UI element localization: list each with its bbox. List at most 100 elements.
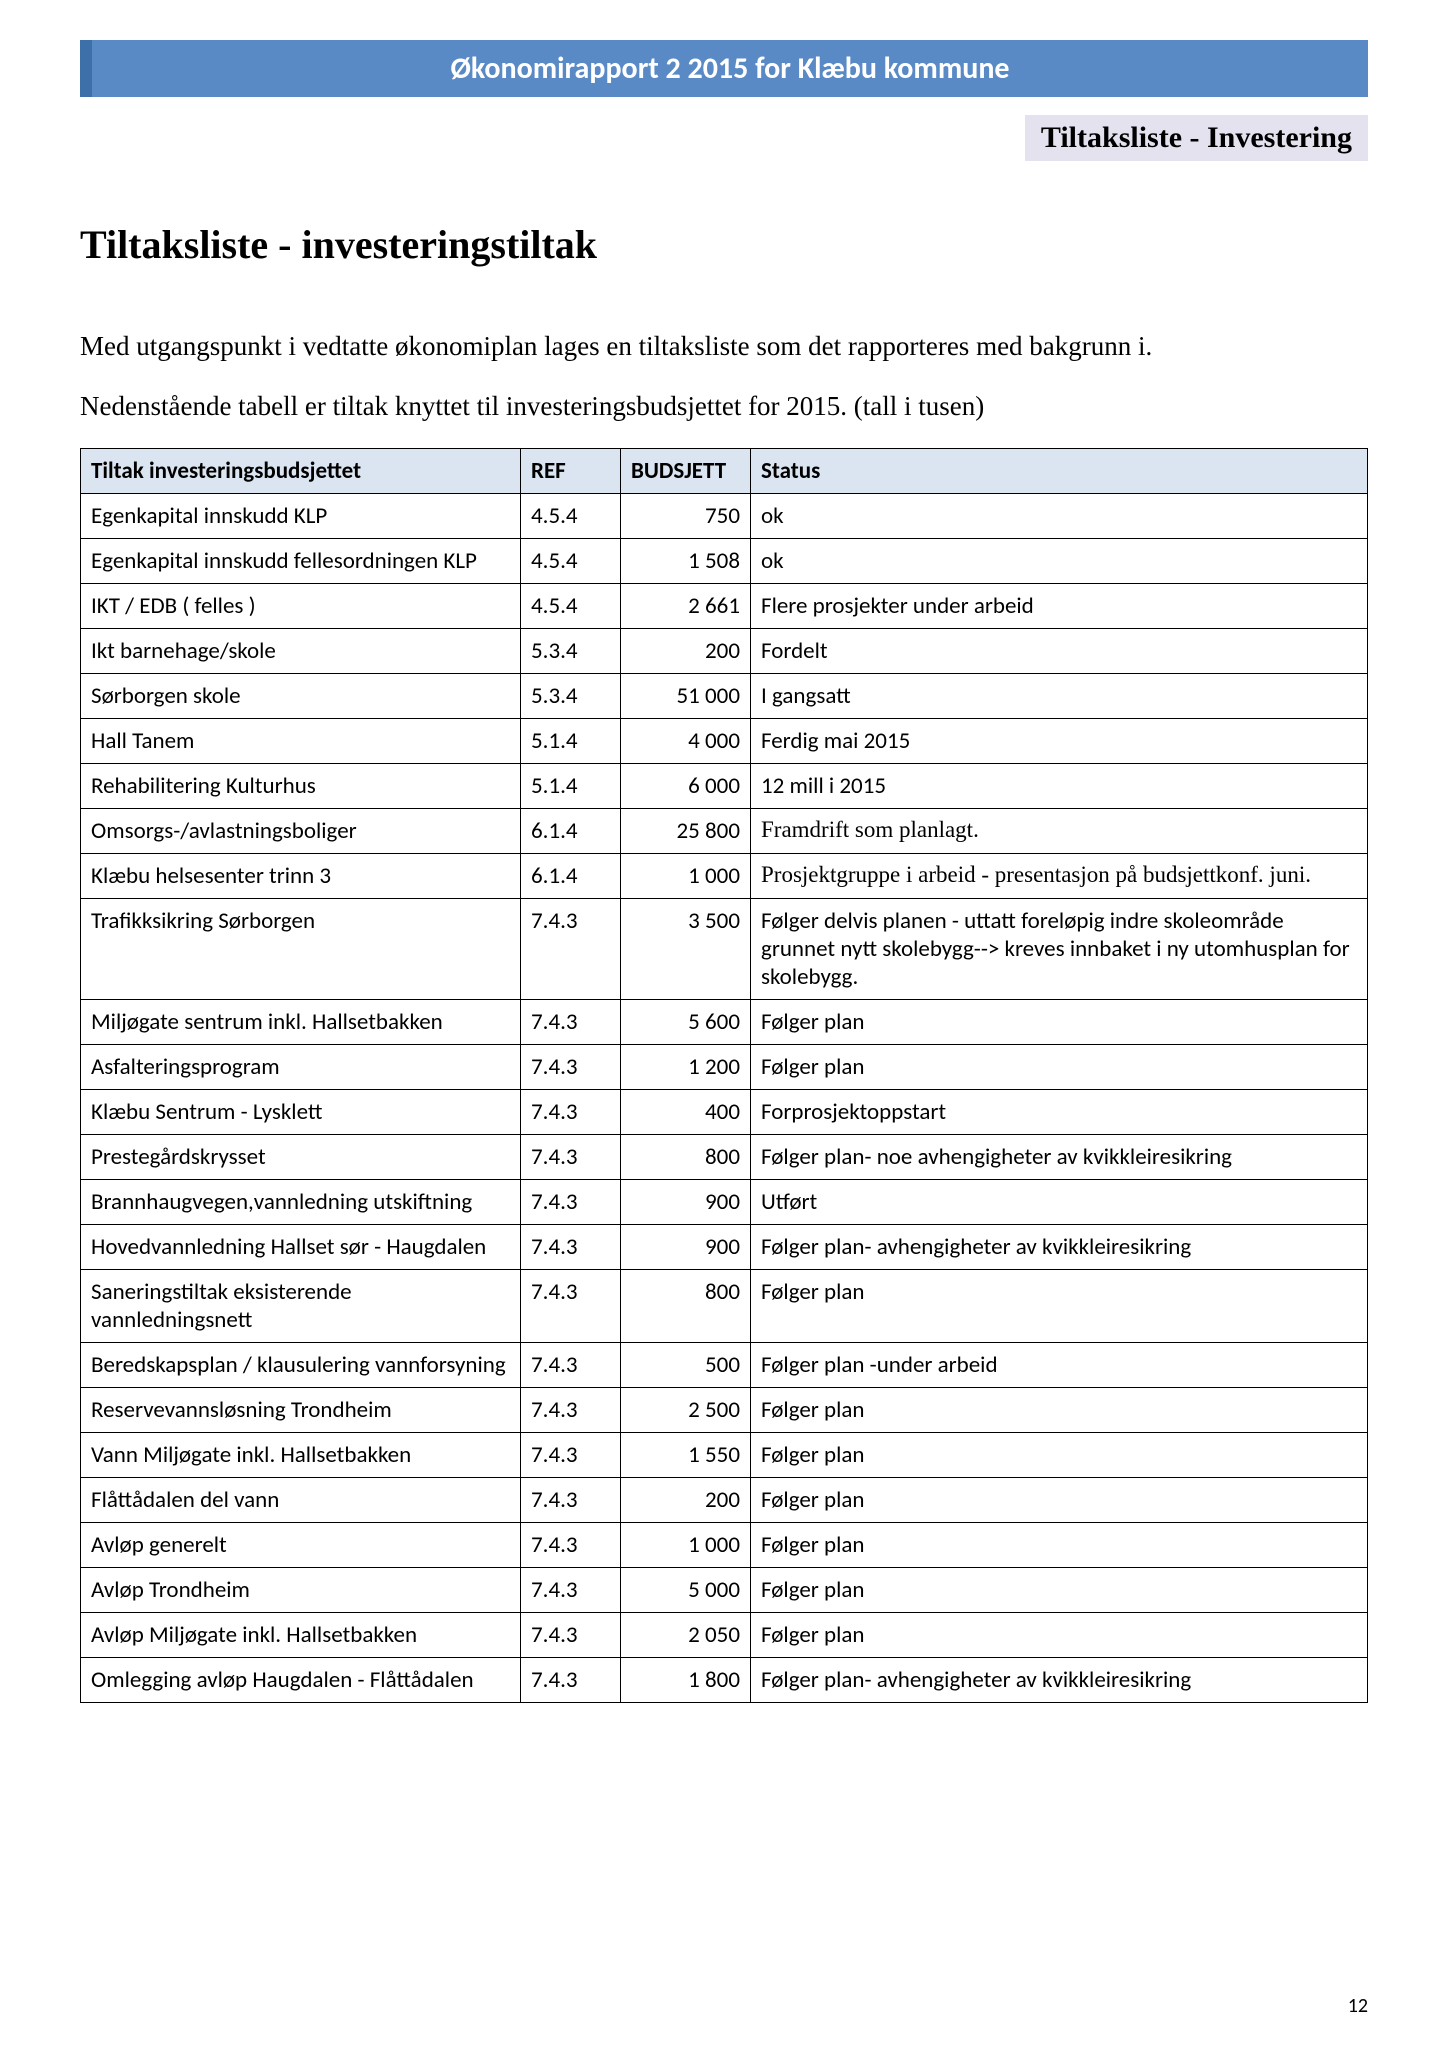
cell-budsjett: 1 000 bbox=[621, 853, 751, 898]
cell-ref: 6.1.4 bbox=[521, 808, 621, 853]
cell-tiltak: Reservevannsløsning Trondheim bbox=[81, 1387, 521, 1432]
cell-tiltak: Egenkapital innskudd KLP bbox=[81, 493, 521, 538]
cell-status: Fordelt bbox=[751, 628, 1368, 673]
table-row: Klæbu Sentrum - Lysklett7.4.3400Forprosj… bbox=[81, 1089, 1368, 1134]
cell-tiltak: Avløp Miljøgate inkl. Hallsetbakken bbox=[81, 1612, 521, 1657]
table-row: Avløp generelt7.4.31 000Følger plan bbox=[81, 1522, 1368, 1567]
cell-tiltak: IKT / EDB ( felles ) bbox=[81, 583, 521, 628]
cell-status: I gangsatt bbox=[751, 673, 1368, 718]
cell-ref: 7.4.3 bbox=[521, 1342, 621, 1387]
cell-ref: 4.5.4 bbox=[521, 493, 621, 538]
table-row: Klæbu helsesenter trinn 36.1.41 000Prosj… bbox=[81, 853, 1368, 898]
intro-paragraph-1: Med utgangspunkt i vedtatte økonomiplan … bbox=[80, 328, 1368, 366]
cell-status: Følger plan bbox=[751, 1612, 1368, 1657]
cell-ref: 4.5.4 bbox=[521, 538, 621, 583]
table-row: IKT / EDB ( felles )4.5.42 661Flere pros… bbox=[81, 583, 1368, 628]
cell-tiltak: Sørborgen skole bbox=[81, 673, 521, 718]
table-row: Asfalteringsprogram7.4.31 200Følger plan bbox=[81, 1044, 1368, 1089]
cell-status: Følger plan bbox=[751, 1522, 1368, 1567]
cell-status: Følger plan- avhengigheter av kvikkleire… bbox=[751, 1657, 1368, 1702]
cell-budsjett: 6 000 bbox=[621, 763, 751, 808]
report-banner: Økonomirapport 2 2015 for Klæbu kommune bbox=[80, 40, 1368, 97]
cell-tiltak: Klæbu helsesenter trinn 3 bbox=[81, 853, 521, 898]
cell-budsjett: 900 bbox=[621, 1179, 751, 1224]
cell-ref: 7.4.3 bbox=[521, 1089, 621, 1134]
cell-tiltak: Ikt barnehage/skole bbox=[81, 628, 521, 673]
cell-status: Følger delvis planen - uttatt foreløpig … bbox=[751, 898, 1368, 999]
table-row: Avløp Trondheim7.4.35 000Følger plan bbox=[81, 1567, 1368, 1612]
cell-budsjett: 750 bbox=[621, 493, 751, 538]
cell-status: Følger plan bbox=[751, 1269, 1368, 1342]
cell-tiltak: Klæbu Sentrum - Lysklett bbox=[81, 1089, 521, 1134]
cell-budsjett: 200 bbox=[621, 1477, 751, 1522]
cell-ref: 7.4.3 bbox=[521, 1387, 621, 1432]
cell-budsjett: 25 800 bbox=[621, 808, 751, 853]
cell-tiltak: Omsorgs-/avlastningsboliger bbox=[81, 808, 521, 853]
cell-ref: 7.4.3 bbox=[521, 898, 621, 999]
cell-tiltak: Omlegging avløp Haugdalen - Flåttådalen bbox=[81, 1657, 521, 1702]
cell-budsjett: 2 500 bbox=[621, 1387, 751, 1432]
cell-ref: 7.4.3 bbox=[521, 1269, 621, 1342]
cell-ref: 7.4.3 bbox=[521, 1179, 621, 1224]
cell-budsjett: 1 000 bbox=[621, 1522, 751, 1567]
cell-ref: 5.3.4 bbox=[521, 673, 621, 718]
table-row: Prestegårdskrysset7.4.3800Følger plan- n… bbox=[81, 1134, 1368, 1179]
cell-tiltak: Trafikksikring Sørborgen bbox=[81, 898, 521, 999]
cell-ref: 5.1.4 bbox=[521, 763, 621, 808]
cell-status: Prosjektgruppe i arbeid - presentasjon p… bbox=[751, 853, 1368, 898]
cell-ref: 7.4.3 bbox=[521, 1044, 621, 1089]
cell-tiltak: Avløp Trondheim bbox=[81, 1567, 521, 1612]
cell-ref: 7.4.3 bbox=[521, 999, 621, 1044]
cell-budsjett: 51 000 bbox=[621, 673, 751, 718]
cell-status: 12 mill i 2015 bbox=[751, 763, 1368, 808]
table-row: Egenkapital innskudd KLP4.5.4750ok bbox=[81, 493, 1368, 538]
cell-budsjett: 2 661 bbox=[621, 583, 751, 628]
cell-status: Forprosjektoppstart bbox=[751, 1089, 1368, 1134]
cell-status: Følger plan bbox=[751, 999, 1368, 1044]
table-row: Vann Miljøgate inkl. Hallsetbakken7.4.31… bbox=[81, 1432, 1368, 1477]
cell-budsjett: 900 bbox=[621, 1224, 751, 1269]
cell-ref: 5.1.4 bbox=[521, 718, 621, 763]
cell-budsjett: 5 600 bbox=[621, 999, 751, 1044]
cell-status: Følger plan bbox=[751, 1387, 1368, 1432]
cell-tiltak: Beredskapsplan / klausulering vannforsyn… bbox=[81, 1342, 521, 1387]
cell-status: Følger plan- noe avhengigheter av kvikkl… bbox=[751, 1134, 1368, 1179]
cell-budsjett: 4 000 bbox=[621, 718, 751, 763]
table-body: Egenkapital innskudd KLP4.5.4750okEgenka… bbox=[81, 493, 1368, 1702]
cell-budsjett: 1 550 bbox=[621, 1432, 751, 1477]
table-row: Sørborgen skole5.3.451 000I gangsatt bbox=[81, 673, 1368, 718]
cell-ref: 7.4.3 bbox=[521, 1224, 621, 1269]
cell-ref: 7.4.3 bbox=[521, 1657, 621, 1702]
table-row: Avløp Miljøgate inkl. Hallsetbakken7.4.3… bbox=[81, 1612, 1368, 1657]
col-header-ref: REF bbox=[521, 448, 621, 493]
cell-budsjett: 3 500 bbox=[621, 898, 751, 999]
table-row: Beredskapsplan / klausulering vannforsyn… bbox=[81, 1342, 1368, 1387]
cell-tiltak: Brannhaugvegen,vannledning utskiftning bbox=[81, 1179, 521, 1224]
cell-status: ok bbox=[751, 538, 1368, 583]
cell-ref: 7.4.3 bbox=[521, 1522, 621, 1567]
cell-budsjett: 500 bbox=[621, 1342, 751, 1387]
table-row: Trafikksikring Sørborgen7.4.33 500Følger… bbox=[81, 898, 1368, 999]
col-header-status: Status bbox=[751, 448, 1368, 493]
section-subheader: Tiltaksliste - Investering bbox=[1025, 115, 1368, 161]
cell-ref: 7.4.3 bbox=[521, 1567, 621, 1612]
cell-budsjett: 2 050 bbox=[621, 1612, 751, 1657]
cell-status: Følger plan bbox=[751, 1432, 1368, 1477]
table-row: Brannhaugvegen,vannledning utskiftning7.… bbox=[81, 1179, 1368, 1224]
table-row: Rehabilitering Kulturhus5.1.46 00012 mil… bbox=[81, 763, 1368, 808]
cell-ref: 7.4.3 bbox=[521, 1477, 621, 1522]
document-page: Økonomirapport 2 2015 for Klæbu kommune … bbox=[0, 0, 1448, 2048]
cell-tiltak: Flåttådalen del vann bbox=[81, 1477, 521, 1522]
table-row: Reservevannsløsning Trondheim7.4.32 500F… bbox=[81, 1387, 1368, 1432]
table-row: Flåttådalen del vann7.4.3200Følger plan bbox=[81, 1477, 1368, 1522]
table-row: Saneringstiltak eksisterende vannledning… bbox=[81, 1269, 1368, 1342]
cell-budsjett: 800 bbox=[621, 1269, 751, 1342]
cell-status: Flere prosjekter under arbeid bbox=[751, 583, 1368, 628]
col-header-tiltak: Tiltak investeringsbudsjettet bbox=[81, 448, 521, 493]
cell-budsjett: 200 bbox=[621, 628, 751, 673]
cell-budsjett: 800 bbox=[621, 1134, 751, 1179]
cell-status: Framdrift som planlagt. bbox=[751, 808, 1368, 853]
cell-budsjett: 1 800 bbox=[621, 1657, 751, 1702]
page-title: Tiltaksliste - investeringstiltak bbox=[80, 221, 1368, 268]
cell-ref: 7.4.3 bbox=[521, 1432, 621, 1477]
